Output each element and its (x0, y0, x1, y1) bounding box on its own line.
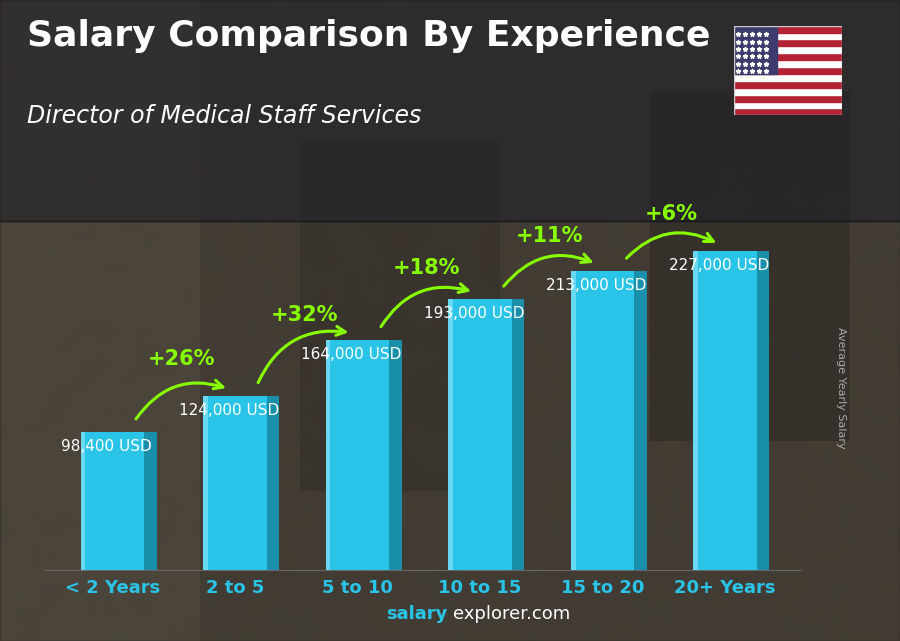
Text: 227,000 USD: 227,000 USD (669, 258, 769, 273)
Bar (693, 251, 757, 570)
Bar (571, 271, 634, 570)
Bar (448, 299, 512, 570)
Bar (0, 221, 900, 641)
Polygon shape (144, 432, 157, 570)
Text: +18%: +18% (393, 258, 461, 278)
Bar (734, 26, 777, 74)
Bar (734, 53, 842, 60)
Text: Average Yearly Salary: Average Yearly Salary (836, 327, 847, 449)
Text: +6%: +6% (645, 204, 698, 224)
Polygon shape (693, 251, 698, 570)
Text: 124,000 USD: 124,000 USD (179, 403, 279, 418)
Polygon shape (757, 251, 770, 570)
Bar (734, 46, 842, 53)
Text: salary: salary (386, 604, 447, 623)
Text: +26%: +26% (148, 349, 215, 369)
Polygon shape (512, 299, 524, 570)
Text: 213,000 USD: 213,000 USD (546, 278, 646, 293)
Bar (734, 60, 842, 67)
Text: Director of Medical Staff Services: Director of Medical Staff Services (27, 104, 421, 128)
Polygon shape (266, 396, 279, 570)
Bar (326, 340, 390, 570)
Polygon shape (634, 271, 646, 570)
Bar (734, 95, 842, 101)
Polygon shape (203, 396, 208, 570)
Bar (734, 108, 842, 115)
Bar (80, 432, 144, 570)
Polygon shape (390, 340, 401, 570)
Text: Salary Comparison By Experience: Salary Comparison By Experience (27, 19, 710, 53)
Polygon shape (326, 340, 330, 570)
Text: 164,000 USD: 164,000 USD (302, 347, 401, 362)
Polygon shape (448, 299, 453, 570)
Bar (734, 74, 842, 81)
Text: +11%: +11% (516, 226, 583, 246)
Bar (734, 67, 842, 74)
Text: explorer.com: explorer.com (453, 604, 570, 623)
Bar (734, 26, 842, 33)
Bar (734, 81, 842, 88)
Bar (734, 40, 842, 46)
Bar (0, 0, 900, 221)
Bar (734, 33, 842, 40)
Bar (734, 101, 842, 108)
Bar (734, 88, 842, 95)
Text: 193,000 USD: 193,000 USD (424, 306, 524, 321)
Polygon shape (80, 432, 86, 570)
Text: +32%: +32% (270, 304, 338, 324)
Bar (203, 396, 266, 570)
Polygon shape (571, 271, 575, 570)
Text: 98,400 USD: 98,400 USD (61, 439, 151, 454)
